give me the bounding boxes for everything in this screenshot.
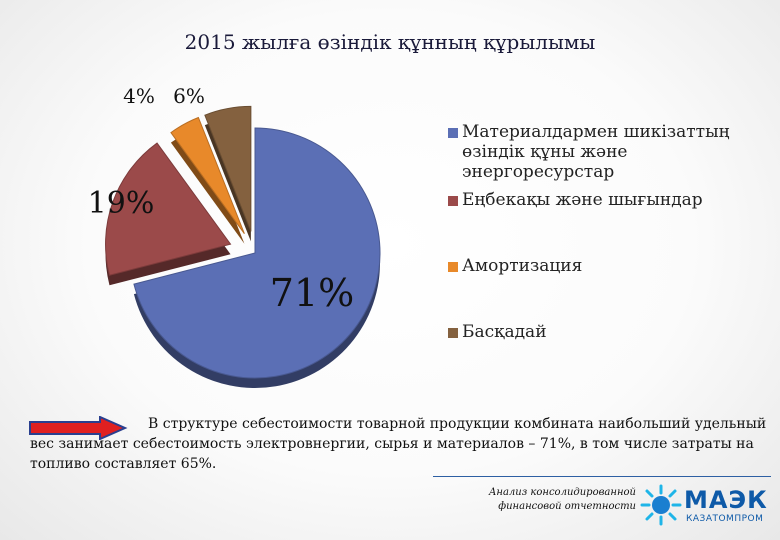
pie-data-label: 19% <box>88 186 155 221</box>
legend-item-other: Басқадай <box>448 322 732 342</box>
footer-divider <box>433 476 771 477</box>
caption-text: В структуре себестоимости товарной проду… <box>30 416 767 472</box>
sun-logo-icon <box>640 484 682 526</box>
legend-item-materials: Материалдармен шикізаттың өзіндік құны ж… <box>448 122 732 182</box>
company-logo: МАЭК КАЗАТОМПРОМ <box>640 480 776 530</box>
pie-data-label: 6% <box>173 84 205 108</box>
pie-slice <box>105 142 232 276</box>
red-arrow-icon <box>29 416 128 440</box>
pie-slice <box>133 127 381 379</box>
chart-title: 2015 жылға өзіндік құнның құрылымы <box>184 30 596 54</box>
legend-swatch <box>448 328 458 338</box>
logo-wordmark: МАЭК <box>684 486 768 514</box>
pie-slice <box>170 116 245 235</box>
legend-swatch <box>448 262 458 272</box>
legend-swatch <box>448 128 458 138</box>
legend-item-amortization: Амортизация <box>448 256 732 276</box>
legend-label: Материалдармен шикізаттың өзіндік құны ж… <box>462 122 730 182</box>
pie-data-label: 71% <box>270 271 354 315</box>
legend-swatch <box>448 196 458 206</box>
source-note: Анализ консолидированной финансовой отче… <box>488 487 636 512</box>
pie-data-label: 4% <box>123 84 155 108</box>
legend-label: Еңбекақы және шығындар <box>462 190 703 210</box>
legend-label: Басқадай <box>462 322 547 342</box>
logo-subtitle: КАЗАТОМПРОМ <box>686 514 764 524</box>
pie-slice <box>204 105 252 232</box>
legend-label: Амортизация <box>462 256 583 276</box>
legend-item-wages: Еңбекақы және шығындар <box>448 190 732 210</box>
